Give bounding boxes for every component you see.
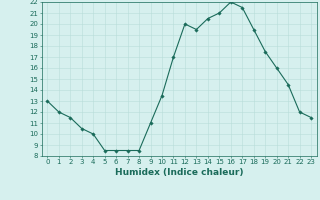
X-axis label: Humidex (Indice chaleur): Humidex (Indice chaleur) (115, 168, 244, 177)
